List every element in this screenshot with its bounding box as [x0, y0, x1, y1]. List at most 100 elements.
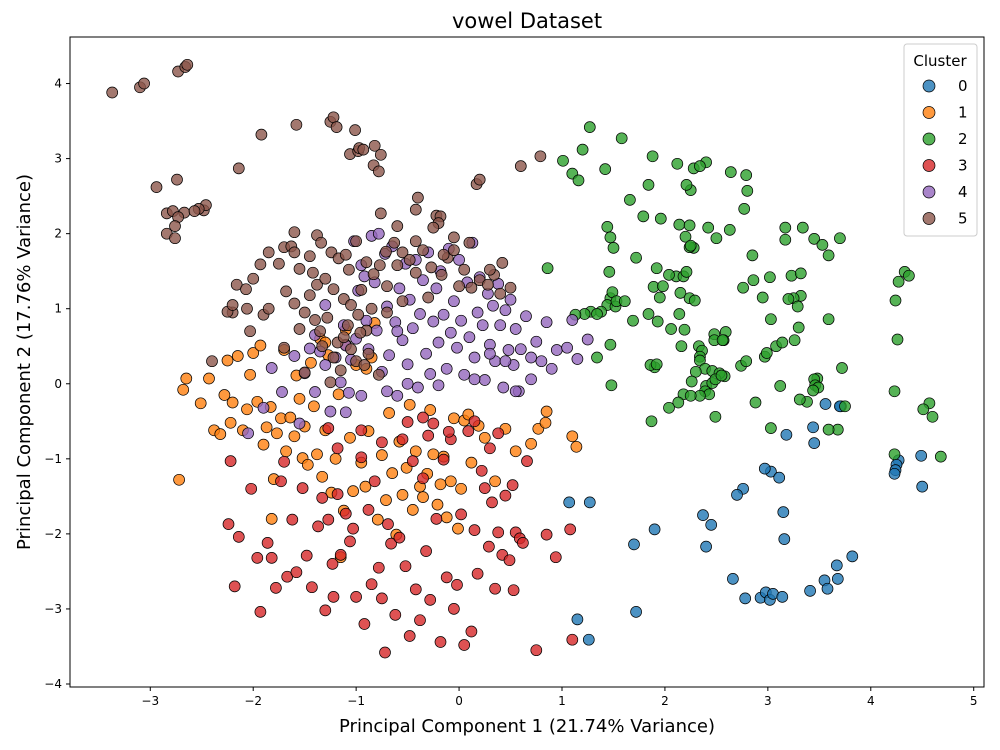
- data-point-cluster-2: [675, 340, 688, 353]
- data-point-cluster-1: [254, 339, 267, 352]
- data-point-cluster-5: [391, 220, 404, 232]
- y-tick-label: 2: [54, 227, 62, 241]
- data-point-cluster-3: [265, 552, 278, 564]
- data-point-cluster-0: [780, 428, 793, 441]
- data-point-cluster-5: [255, 128, 268, 141]
- data-point-cluster-1: [329, 452, 342, 465]
- data-point-cluster-5: [465, 281, 478, 294]
- data-point-cluster-5: [496, 257, 509, 269]
- data-point-cluster-4: [504, 293, 517, 306]
- data-point-cluster-5: [448, 244, 460, 257]
- data-point-cluster-3: [499, 489, 512, 502]
- data-point-cluster-3: [327, 591, 340, 603]
- data-point-cluster-4: [355, 389, 368, 402]
- y-tick-label: −3: [44, 602, 62, 616]
- data-point-cluster-3: [350, 591, 362, 603]
- data-point-cluster-3: [458, 639, 471, 651]
- data-point-cluster-5: [388, 236, 401, 249]
- data-point-cluster-5: [514, 160, 527, 172]
- data-point-cluster-4: [530, 335, 543, 348]
- data-point-cluster-5: [171, 173, 183, 186]
- data-point-cluster-4: [412, 381, 424, 394]
- data-point-cluster-5: [391, 259, 404, 272]
- data-point-cluster-3: [420, 545, 432, 557]
- x-tick-label: 2: [661, 694, 669, 708]
- data-point-cluster-4: [476, 319, 489, 332]
- data-point-cluster-2: [591, 308, 603, 320]
- data-point-cluster-2: [685, 375, 698, 388]
- data-point-cluster-5: [374, 207, 387, 220]
- data-point-cluster-5: [327, 111, 340, 124]
- data-point-cluster-2: [822, 313, 835, 326]
- data-point-cluster-2: [776, 336, 789, 349]
- data-point-cluster-5: [327, 351, 340, 364]
- data-point-cluster-1: [241, 403, 253, 416]
- data-point-cluster-2: [557, 154, 569, 167]
- data-point-cluster-3: [396, 433, 409, 446]
- data-point-cluster-1: [376, 449, 388, 461]
- data-point-cluster-5: [339, 248, 352, 261]
- data-point-cluster-3: [385, 537, 397, 550]
- data-point-cluster-5: [288, 246, 301, 259]
- data-point-cluster-5: [355, 284, 368, 296]
- data-point-cluster-0: [777, 506, 790, 518]
- data-point-cluster-2: [740, 169, 753, 181]
- data-point-cluster-4: [309, 386, 321, 398]
- data-point-cluster-5: [482, 278, 494, 291]
- data-point-cluster-1: [417, 491, 429, 503]
- data-point-cluster-3: [414, 614, 426, 627]
- data-point-cluster-5: [354, 326, 367, 339]
- data-point-cluster-2: [646, 150, 659, 163]
- data-point-cluster-5: [303, 250, 316, 263]
- data-point-cluster-1: [452, 522, 464, 535]
- data-point-cluster-4: [455, 314, 467, 327]
- data-point-cluster-3: [437, 453, 450, 466]
- data-point-cluster-5: [448, 231, 460, 244]
- data-point-cluster-3: [376, 592, 388, 605]
- data-point-cluster-5: [437, 248, 450, 261]
- data-point-cluster-5: [343, 263, 355, 276]
- data-point-cluster-1: [424, 404, 437, 416]
- data-point-cluster-1: [525, 437, 537, 450]
- data-point-cluster-3: [224, 455, 237, 467]
- data-point-cluster-3: [468, 415, 481, 428]
- data-point-cluster-4: [257, 401, 270, 414]
- data-point-cluster-5: [232, 162, 245, 175]
- data-point-cluster-5: [358, 359, 371, 371]
- data-point-cluster-4: [276, 386, 288, 398]
- data-point-cluster-0: [630, 606, 642, 618]
- data-point-cluster-3: [468, 524, 481, 536]
- data-point-cluster-4: [451, 341, 463, 354]
- data-point-cluster-3: [379, 646, 391, 659]
- data-point-cluster-5: [150, 181, 163, 193]
- data-point-cluster-3: [455, 508, 467, 521]
- data-point-cluster-2: [746, 249, 759, 262]
- data-point-cluster-3: [290, 566, 303, 579]
- data-point-cluster-2: [654, 212, 667, 225]
- data-point-cluster-1: [305, 356, 317, 369]
- x-tick-label: −1: [347, 694, 365, 708]
- data-point-cluster-5: [262, 302, 275, 315]
- data-point-cluster-2: [583, 121, 596, 133]
- data-point-cluster-1: [224, 416, 237, 429]
- data-point-cluster-4: [242, 427, 254, 440]
- y-tick-label: 1: [54, 302, 62, 316]
- data-point-cluster-5: [321, 311, 334, 324]
- data-point-cluster-3: [347, 522, 359, 535]
- data-point-cluster-5: [422, 291, 435, 304]
- data-point-cluster-0: [778, 533, 791, 545]
- data-point-cluster-4: [444, 326, 457, 339]
- data-point-cluster-1: [434, 478, 447, 491]
- legend: Cluster 0 1 2 3 4 5: [903, 43, 978, 237]
- data-point-cluster-2: [716, 334, 729, 347]
- data-point-cluster-4: [550, 344, 563, 356]
- data-point-cluster-2: [642, 308, 655, 320]
- x-axis-ticks: −3 −2 −1 0 1 2 3 4 5: [141, 687, 978, 708]
- data-point-cluster-2: [694, 354, 706, 367]
- data-point-cluster-2: [836, 362, 848, 374]
- data-point-cluster-5: [381, 306, 393, 319]
- data-point-cluster-0: [582, 633, 595, 646]
- data-point-cluster-4: [566, 314, 579, 326]
- data-point-cluster-1: [359, 480, 372, 493]
- data-point-cluster-5: [458, 263, 471, 276]
